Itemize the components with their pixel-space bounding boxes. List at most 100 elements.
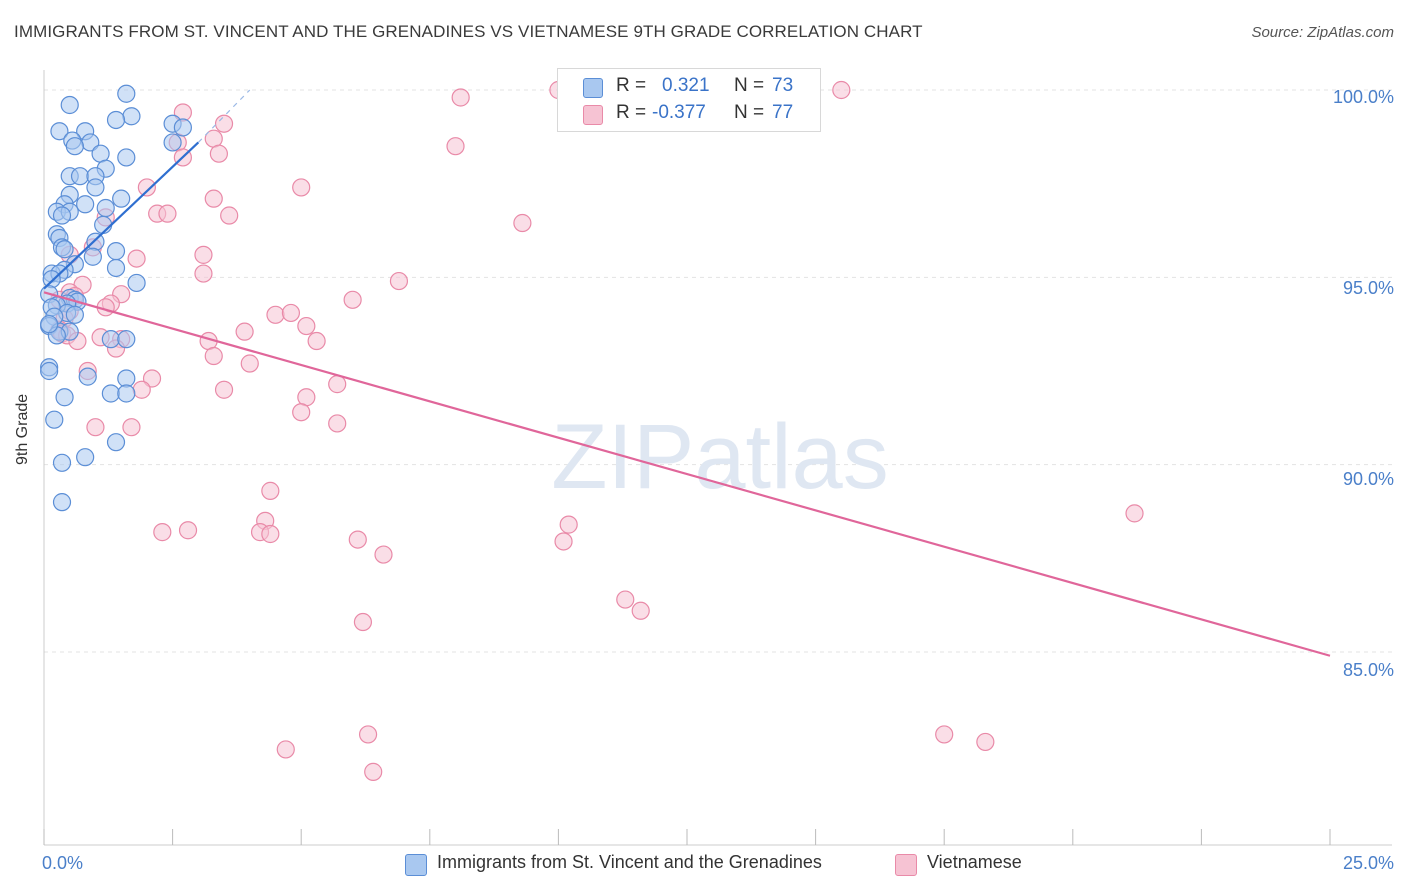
svg-immigrants-point xyxy=(86,178,105,197)
trend-line-vietnamese xyxy=(43,291,1331,657)
chart-title: IMMIGRANTS FROM ST. VINCENT AND THE GREN… xyxy=(14,22,923,41)
y-tick-100: 100.0% xyxy=(1332,87,1394,107)
vietnamese-point xyxy=(353,612,373,632)
legend-n-label: N = xyxy=(734,102,765,123)
vietnamese-point xyxy=(292,403,311,422)
svg-immigrants-point xyxy=(117,330,136,349)
series-legend-label: Vietnamese xyxy=(927,852,1022,872)
vietnamese-point xyxy=(235,322,254,341)
vietnamese-point xyxy=(389,271,409,291)
vietnamese-point xyxy=(266,305,285,324)
svg-immigrants-point xyxy=(117,384,136,403)
vietnamese-point xyxy=(194,264,213,283)
source-label: Source: ZipAtlas.com xyxy=(1251,24,1394,41)
legend-r-value: 0.321 xyxy=(662,75,710,96)
legend-n-value: 73 xyxy=(772,75,794,96)
axes xyxy=(43,70,1392,846)
vietnamese-point xyxy=(240,354,259,373)
vietnamese-point xyxy=(559,515,578,534)
legend-n-value: 77 xyxy=(772,102,794,123)
vietnamese-point xyxy=(204,346,223,366)
vietnamese-point xyxy=(261,481,280,500)
svg-immigrants-point xyxy=(83,247,102,266)
trend-lines xyxy=(43,89,1331,657)
legend-r-value: -0.377 xyxy=(652,102,706,123)
svg-immigrants-point xyxy=(78,367,97,386)
svg-immigrants-point xyxy=(127,273,146,293)
vietnamese-point xyxy=(446,137,465,156)
legend-swatch-blue xyxy=(405,854,427,876)
vietnamese-point xyxy=(281,303,301,323)
svg-immigrants-point xyxy=(94,215,113,234)
vietnamese-point xyxy=(142,369,162,388)
svg-immigrants-point xyxy=(96,198,115,218)
svg-immigrants-point xyxy=(106,242,126,261)
svg-immigrants-point xyxy=(55,388,74,407)
vietnamese-point xyxy=(209,144,228,163)
vietnamese-point xyxy=(194,245,213,264)
vietnamese-point xyxy=(328,414,347,433)
svg-immigrants-point xyxy=(117,148,136,167)
vietnamese-point xyxy=(86,418,105,437)
vietnamese-point xyxy=(153,523,172,542)
svg-immigrants-point xyxy=(101,384,120,403)
svg-immigrants-point xyxy=(106,258,126,278)
svg-immigrants-point xyxy=(163,133,182,152)
legend-n-label: N = xyxy=(734,75,765,96)
svg-immigrants-point xyxy=(76,195,95,214)
svg-immigrants-point xyxy=(173,118,192,137)
vietnamese-point xyxy=(554,532,573,551)
vietnamese-point xyxy=(976,732,995,752)
x-tick-0: 0.0% xyxy=(42,853,84,873)
svg-immigrants-point xyxy=(106,433,126,452)
vietnamese-point xyxy=(513,213,532,233)
svg-immigrants-point xyxy=(50,122,69,141)
legend-r-label: R = xyxy=(616,102,647,123)
vietnamese-point xyxy=(616,590,635,609)
vietnamese-point xyxy=(178,521,198,540)
legend-swatch-pink xyxy=(583,105,603,125)
x-tick-25: 25.0% xyxy=(1342,853,1394,873)
vietnamese-point xyxy=(292,178,311,197)
svg-immigrants-point xyxy=(86,232,105,251)
vietnamese-point xyxy=(214,380,234,399)
svg-immigrants-point xyxy=(55,240,74,259)
vietnamese-point xyxy=(348,530,367,549)
svg-immigrants-point xyxy=(122,107,141,126)
svg-immigrants-point xyxy=(52,206,72,225)
y-tick-95: 95.0% xyxy=(1342,278,1394,298)
vietnamese-point xyxy=(631,601,650,620)
vietnamese-point xyxy=(220,206,239,225)
gridlines xyxy=(44,89,1392,653)
watermark: ZIPatlas xyxy=(551,406,888,508)
trend-line-immigrants-extension xyxy=(197,89,251,143)
legend-swatch-pink xyxy=(895,854,917,876)
y-axis-label: 9th Grade xyxy=(14,393,31,465)
svg-immigrants-point xyxy=(60,95,79,115)
svg-immigrants-point xyxy=(112,189,131,208)
svg-immigrants-point xyxy=(40,315,59,334)
vietnamese-point xyxy=(132,380,151,399)
svg-immigrants-point xyxy=(42,270,61,289)
svg-immigrants-point xyxy=(101,330,120,349)
legend-swatch-blue xyxy=(583,78,603,98)
stats-legend: R = 0.321 N = 73 R = -0.377 N = 77 xyxy=(557,68,821,132)
svg-immigrants-point xyxy=(117,84,136,103)
svg-immigrants-point xyxy=(65,305,84,324)
vietnamese-point xyxy=(374,545,393,564)
vietnamese-point xyxy=(343,290,362,309)
svg-immigrants-point xyxy=(76,448,95,467)
vietnamese-point xyxy=(127,249,146,268)
vietnamese-point xyxy=(276,740,295,759)
trend-line-immigrants xyxy=(43,141,200,290)
vietnamese-point xyxy=(158,204,177,223)
vietnamese-point xyxy=(358,725,378,744)
svg-immigrants-point xyxy=(52,453,72,472)
legend-r-label: R = xyxy=(616,75,647,96)
vietnamese-point xyxy=(1125,504,1144,523)
vietnamese-point xyxy=(122,418,141,437)
svg-immigrants-point xyxy=(106,110,126,130)
vietnamese-point xyxy=(328,375,347,394)
vietnamese-point xyxy=(137,178,156,197)
